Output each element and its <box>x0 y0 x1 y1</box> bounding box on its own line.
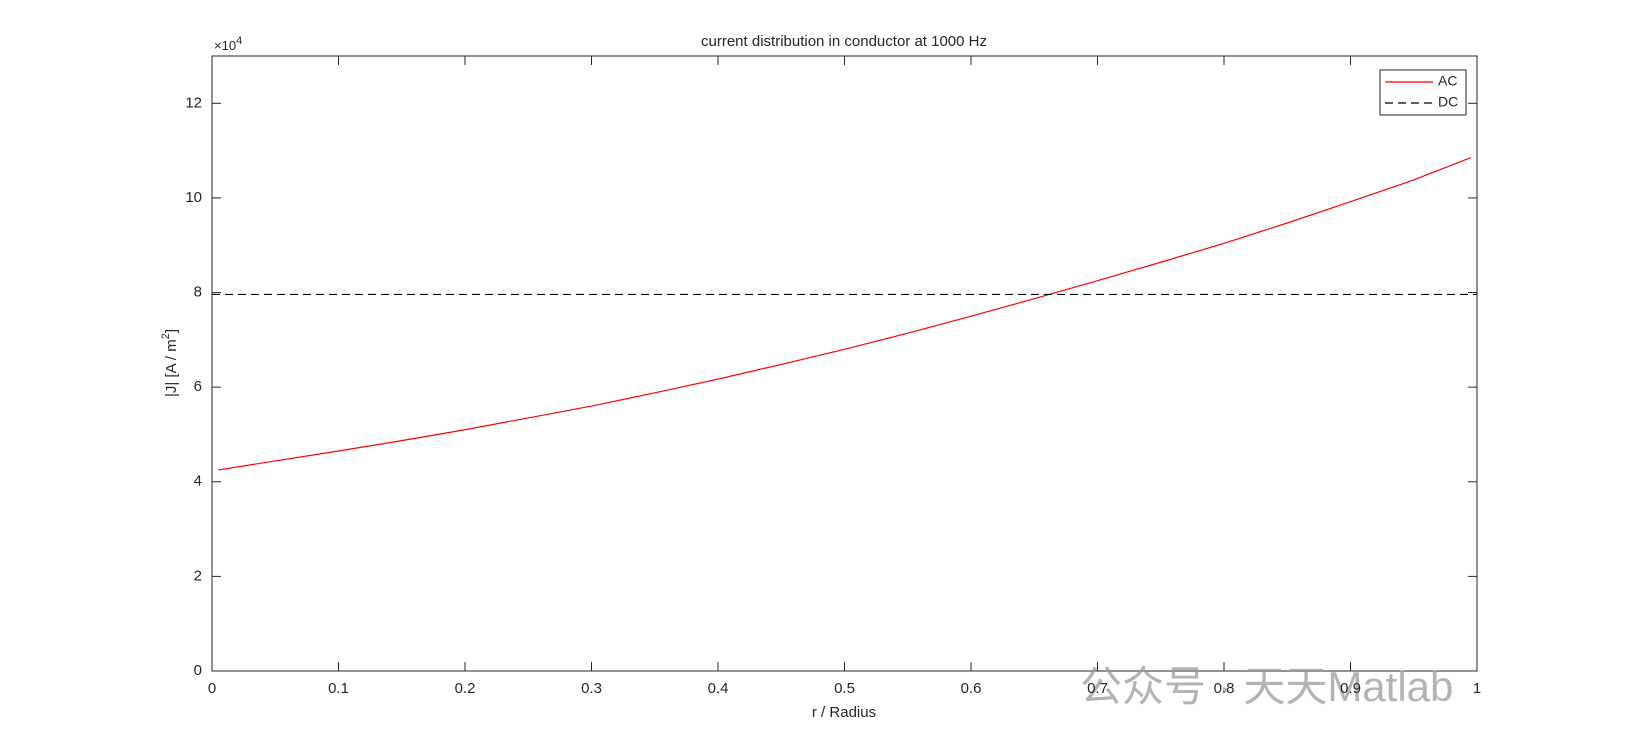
x-tick-label: 0.8 <box>1214 680 1235 697</box>
axes-box <box>211 55 1478 672</box>
y-label-close: ] <box>163 329 180 333</box>
watermark: 公众号 · 天天Matlab <box>1080 663 1453 710</box>
y-tick-label: 8 <box>194 284 202 301</box>
x-tick-label: 0.3 <box>581 680 602 697</box>
exp-power: 4 <box>236 35 242 47</box>
x-tick-label: 0.9 <box>1340 680 1361 697</box>
legend-label: DC <box>1438 94 1458 110</box>
y-tick-label: 4 <box>194 473 202 490</box>
legend-label: AC <box>1438 73 1457 89</box>
x-tick-label: 0 <box>208 680 216 697</box>
x-tick-label: 0.5 <box>834 680 855 697</box>
y-label-text: |J| [A / m <box>163 339 180 397</box>
y-tick-label: 0 <box>194 662 202 679</box>
exp-base: ×10 <box>214 38 236 53</box>
chart-title: current distribution in conductor at 100… <box>701 33 987 50</box>
x-tick-label: 0.6 <box>961 680 982 697</box>
y-exponent: ×104 <box>214 35 242 54</box>
y-tick-label: 10 <box>185 189 202 206</box>
x-tick-label: 0.2 <box>455 680 476 697</box>
x-tick-label: 1 <box>1473 680 1481 697</box>
y-tick-label: 12 <box>185 94 202 111</box>
legend-box <box>1379 69 1467 116</box>
x-tick-label: 0.1 <box>328 680 349 697</box>
x-tick-label: 0.4 <box>708 680 729 697</box>
x-axis-label: r / Radius <box>812 704 876 721</box>
y-tick-label: 6 <box>194 378 202 395</box>
y-tick-label: 2 <box>194 567 202 584</box>
y-label-sup: 2 <box>160 333 172 339</box>
line-ac <box>218 157 1471 471</box>
x-tick-label: 0.7 <box>1087 680 1108 697</box>
y-axis-label: |J| [A / m2] <box>160 329 180 397</box>
